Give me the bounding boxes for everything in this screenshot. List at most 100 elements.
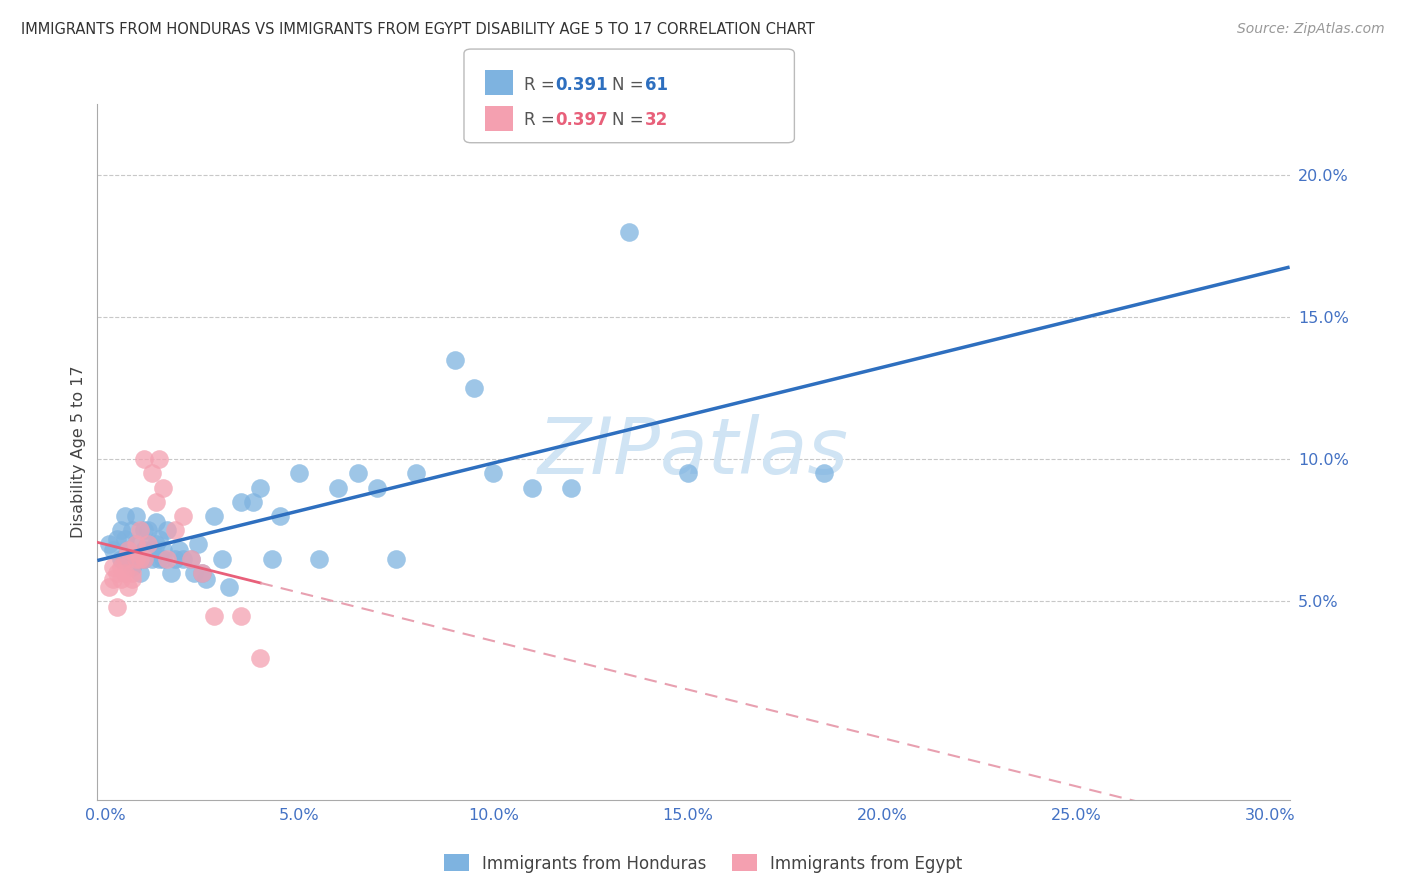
Point [121, 523, 143, 537]
Point [114, 566, 136, 580]
Point [110, 551, 132, 566]
Point [117, 580, 139, 594]
Text: IMMIGRANTS FROM HONDURAS VS IMMIGRANTS FROM EGYPT DISABILITY AGE 5 TO 17 CORRELA: IMMIGRANTS FROM HONDURAS VS IMMIGRANTS F… [21, 22, 815, 37]
Point [443, 352, 465, 367]
Text: R =: R = [524, 112, 561, 129]
Point [163, 551, 186, 566]
Point [366, 481, 388, 495]
Point [202, 608, 225, 623]
Point [110, 572, 132, 586]
Point [218, 580, 240, 594]
Point [129, 566, 152, 580]
Point [145, 515, 167, 529]
Point [101, 543, 124, 558]
Point [172, 551, 194, 566]
Point [463, 381, 485, 395]
Point [172, 509, 194, 524]
Point [101, 560, 124, 574]
Point [110, 560, 132, 574]
Point [405, 467, 427, 481]
Point [187, 537, 209, 551]
Point [114, 551, 136, 566]
Point [98, 537, 121, 551]
Point [141, 543, 163, 558]
Point [132, 452, 155, 467]
Point [167, 543, 190, 558]
Point [114, 509, 136, 524]
Point [145, 495, 167, 509]
Point [132, 551, 155, 566]
Point [191, 566, 214, 580]
Point [110, 523, 132, 537]
Point [242, 495, 264, 509]
Point [160, 566, 183, 580]
Point [132, 523, 155, 537]
Point [121, 560, 143, 574]
Point [148, 551, 170, 566]
Point [145, 537, 167, 551]
Point [482, 467, 505, 481]
Point [249, 651, 271, 665]
Point [156, 523, 179, 537]
Point [129, 551, 152, 566]
Point [385, 551, 408, 566]
Point [163, 523, 186, 537]
Point [326, 481, 349, 495]
Point [229, 608, 252, 623]
Point [117, 543, 139, 558]
Text: 0.397: 0.397 [555, 112, 609, 129]
Point [202, 509, 225, 524]
Point [125, 509, 148, 524]
Point [121, 566, 143, 580]
Point [180, 551, 202, 566]
Point [125, 551, 148, 566]
Point [136, 537, 159, 551]
Point [129, 551, 152, 566]
Point [141, 467, 163, 481]
Point [180, 551, 202, 566]
Text: 61: 61 [645, 76, 668, 94]
Point [229, 495, 252, 509]
Point [619, 225, 641, 239]
Point [249, 481, 271, 495]
Point [132, 551, 155, 566]
Point [114, 551, 136, 566]
Point [132, 543, 155, 558]
Point [152, 543, 174, 558]
Point [129, 523, 152, 537]
Point [125, 537, 148, 551]
Point [152, 551, 174, 566]
Point [125, 537, 148, 551]
Legend: Immigrants from Honduras, Immigrants from Egypt: Immigrants from Honduras, Immigrants fro… [437, 847, 969, 880]
Text: 0.391: 0.391 [555, 76, 607, 94]
Text: R =: R = [524, 76, 561, 94]
Point [105, 532, 128, 546]
Point [141, 551, 163, 566]
Point [183, 566, 205, 580]
Point [101, 572, 124, 586]
Text: N =: N = [612, 112, 648, 129]
Point [117, 543, 139, 558]
Point [152, 481, 174, 495]
Point [105, 599, 128, 614]
Point [105, 566, 128, 580]
Text: Source: ZipAtlas.com: Source: ZipAtlas.com [1237, 22, 1385, 37]
Point [136, 537, 159, 551]
Point [136, 523, 159, 537]
Point [114, 532, 136, 546]
Point [560, 481, 582, 495]
Point [262, 551, 284, 566]
Point [269, 509, 291, 524]
Point [308, 551, 330, 566]
Point [195, 572, 218, 586]
Point [288, 467, 311, 481]
Point [191, 566, 214, 580]
Text: 32: 32 [645, 112, 669, 129]
Y-axis label: Disability Age 5 to 17: Disability Age 5 to 17 [72, 366, 86, 539]
Point [148, 452, 170, 467]
Text: ZIPatlas: ZIPatlas [538, 414, 849, 491]
Point [522, 481, 544, 495]
Point [98, 580, 121, 594]
Point [346, 467, 368, 481]
Point [156, 551, 179, 566]
